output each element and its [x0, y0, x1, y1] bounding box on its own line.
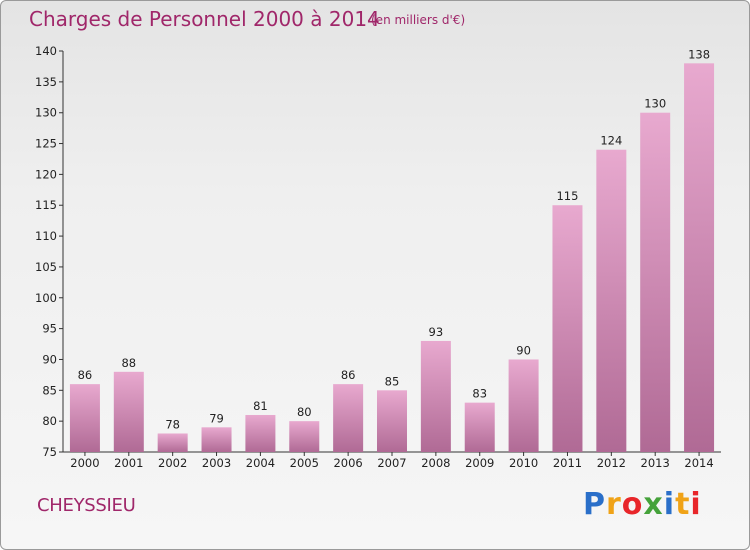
x-tick-label: 2006 [333, 456, 362, 470]
y-tick-label: 75 [42, 445, 57, 459]
logo-letter: o [621, 487, 644, 522]
x-tick-label: 2005 [290, 456, 319, 470]
chart-title: Charges de Personnel 2000 à 2014 [29, 7, 380, 31]
y-tick-label: 115 [35, 198, 57, 212]
logo-letter: x [643, 487, 664, 522]
data-label: 90 [516, 343, 531, 357]
data-label: 78 [165, 417, 180, 431]
bar-2010 [508, 359, 539, 452]
data-label: 86 [78, 368, 93, 382]
bar-2005 [289, 421, 320, 452]
x-tick-label: 2007 [377, 456, 406, 470]
bar-2011 [552, 205, 583, 452]
bar-2013 [640, 112, 671, 452]
x-tick-label: 2013 [641, 456, 670, 470]
data-label: 86 [341, 368, 356, 382]
y-tick-label: 125 [35, 137, 57, 151]
y-tick-label: 105 [35, 260, 57, 274]
x-tick-label: 2002 [158, 456, 187, 470]
y-tick-label: 90 [42, 352, 57, 366]
x-tick-label: 2003 [202, 456, 231, 470]
chart-subtitle: (en milliers d'€) [371, 13, 466, 27]
logo-letter: P [583, 487, 606, 522]
data-label: 85 [385, 374, 400, 388]
data-label: 115 [556, 189, 578, 203]
data-label: 80 [297, 405, 312, 419]
bar-2004 [245, 414, 276, 452]
y-tick-label: 135 [35, 75, 57, 89]
bar-2014 [684, 63, 715, 452]
bar-2003 [201, 427, 232, 452]
bar-2000 [69, 384, 100, 452]
y-tick-label: 110 [35, 229, 57, 243]
data-label: 83 [472, 387, 487, 401]
bar-2009 [464, 402, 495, 452]
data-label: 79 [209, 411, 224, 425]
data-label: 124 [600, 134, 622, 148]
y-tick-label: 130 [35, 106, 57, 120]
x-tick-label: 2011 [553, 456, 582, 470]
x-tick-label: 2012 [597, 456, 626, 470]
x-tick-label: 2004 [246, 456, 275, 470]
y-tick-label: 100 [35, 291, 57, 305]
bar-2002 [157, 433, 188, 452]
x-tick-label: 2014 [684, 456, 713, 470]
bar-2008 [420, 340, 451, 452]
bar-2006 [333, 384, 364, 452]
logo-letter: i [690, 487, 702, 522]
logo-letter: r [606, 487, 622, 522]
proxiti-logo[interactable]: Proxiti [583, 487, 702, 522]
y-tick-label: 140 [35, 44, 57, 58]
y-tick-label: 95 [42, 322, 57, 336]
bar-2012 [596, 149, 627, 452]
commune-name: CHEYSSIEU [37, 495, 136, 516]
data-label: 88 [121, 356, 136, 370]
logo-letter: i [663, 487, 676, 522]
x-tick-label: 2000 [70, 456, 99, 470]
logo-letter: t [675, 487, 691, 522]
data-label: 93 [429, 325, 444, 339]
x-tick-label: 2009 [465, 456, 494, 470]
x-tick-label: 2001 [114, 456, 143, 470]
data-label: 138 [688, 47, 710, 61]
x-tick-label: 2008 [421, 456, 450, 470]
bar-2007 [377, 390, 407, 452]
data-label: 81 [253, 399, 268, 413]
bar-2001 [113, 371, 144, 452]
y-tick-label: 85 [42, 383, 57, 397]
y-tick-label: 80 [42, 414, 57, 428]
x-tick-label: 2010 [509, 456, 538, 470]
data-label: 130 [644, 97, 666, 111]
y-tick-label: 120 [35, 167, 57, 181]
